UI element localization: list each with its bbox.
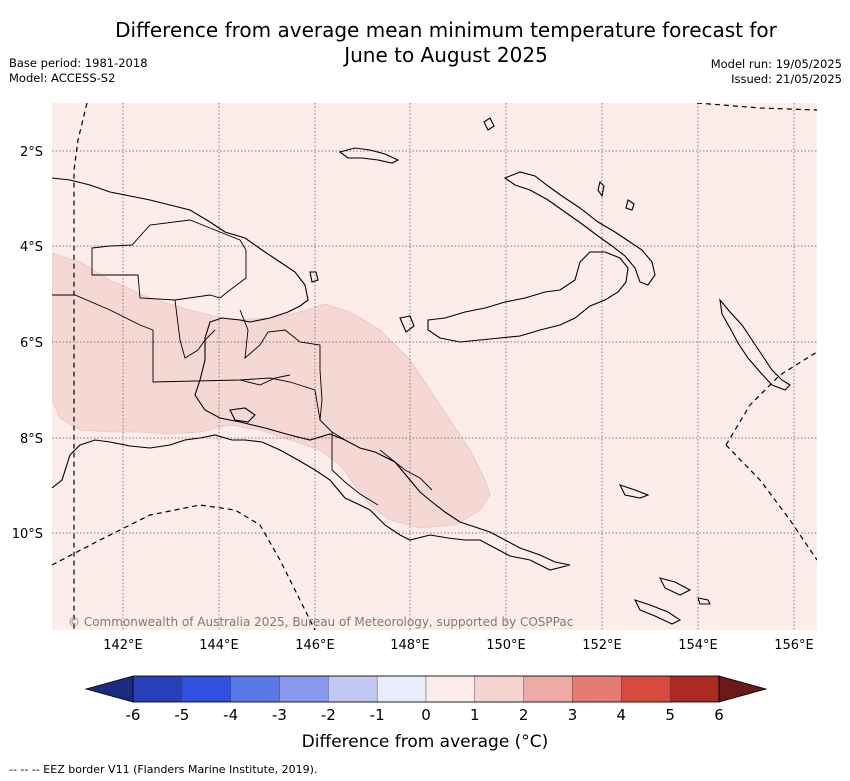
colorbar-swatch xyxy=(181,675,231,703)
colorbar-tick-label: -5 xyxy=(174,706,189,724)
colorbar-swatch xyxy=(328,675,378,703)
lon-label-148e: 148°E xyxy=(390,638,430,653)
eez-borders xyxy=(52,103,817,630)
map-panel: © Commonwealth of Australia 2025, Bureau… xyxy=(52,103,817,630)
province-borders xyxy=(52,219,433,506)
lon-label-154e: 154°E xyxy=(678,638,718,653)
lon-label-144e: 144°E xyxy=(199,638,239,653)
colorbar-swatch xyxy=(474,675,524,703)
new-britain-coast xyxy=(427,251,629,343)
eez-border-north xyxy=(696,103,817,111)
colorbar-swatch xyxy=(230,675,280,703)
colorbar-tick-label: -4 xyxy=(223,706,238,724)
meta-right: Model run: 19/05/2025 Issued: 21/05/2025 xyxy=(711,57,842,87)
eez-footnote: -- -- -- EEZ border V11 (Flanders Marine… xyxy=(9,763,318,776)
lat-label-6s: 6°S xyxy=(20,336,43,351)
eez-border-solomon-w xyxy=(725,351,817,446)
colorbar-swatch xyxy=(279,675,329,703)
colorbar-frame xyxy=(132,675,720,703)
title-line-2: June to August 2025 xyxy=(344,43,548,67)
border-sandaun-east-sepik xyxy=(91,219,247,301)
attribution-text: © Commonwealth of Australia 2025, Bureau… xyxy=(68,615,573,629)
border-central xyxy=(379,449,433,491)
colorbar-tick-label: 4 xyxy=(617,706,627,724)
issued-date: Issued: 21/05/2025 xyxy=(731,72,842,86)
lon-labels: 142°E 144°E 146°E 148°E 150°E 152°E 154°… xyxy=(103,638,814,653)
lat-label-8s: 8°S xyxy=(20,432,43,447)
model-run: Model run: 19/05/2025 xyxy=(710,57,842,71)
colorbar-swatch xyxy=(132,675,183,703)
border-highlands xyxy=(239,309,323,421)
colorbar: -6 -5 -4 -3 -2 -1 0 1 2 3 4 5 6 xyxy=(84,675,768,724)
colorbar-swatch xyxy=(669,675,720,703)
colorbar-tick-label: -3 xyxy=(272,706,287,724)
colorbar-tick-label: 2 xyxy=(519,706,529,724)
colorbar-title: Difference from average (°C) xyxy=(301,732,549,752)
colorbar-swatch xyxy=(621,675,671,703)
meta-left: Base period: 1981-2018 Model: ACCESS-S2 xyxy=(9,56,148,86)
bougainville-coast xyxy=(719,298,791,391)
colorbar-swatch xyxy=(376,675,427,703)
colorbar-tick-label: 0 xyxy=(421,706,431,724)
colorbar-tick-label: -1 xyxy=(370,706,385,724)
manus-island-coast xyxy=(338,147,400,164)
lon-label-152e: 152°E xyxy=(582,638,622,653)
border-gulf xyxy=(331,432,379,506)
lon-label-142e: 142°E xyxy=(103,638,143,653)
lon-label-146e: 146°E xyxy=(295,638,335,653)
colorbar-tick-label: 1 xyxy=(470,706,480,724)
lat-label-10s: 10°S xyxy=(12,527,43,542)
warmer-anomaly-region xyxy=(52,252,491,529)
colorbar-extend-low xyxy=(84,675,134,703)
border-enga xyxy=(174,299,216,359)
lat-label-2s: 2°S xyxy=(20,145,43,160)
chart-title: Difference from average mean minimum tem… xyxy=(60,18,832,68)
border-southern-highlands xyxy=(239,374,291,386)
new-guinea-coast xyxy=(52,177,571,571)
lat-labels: 2°S 4°S 6°S 8°S 10°S xyxy=(12,145,43,542)
model-name: Model: ACCESS-S2 xyxy=(9,71,116,85)
colorbar-tick-label: -2 xyxy=(321,706,336,724)
eez-border-west xyxy=(73,103,88,630)
lat-label-4s: 4°S xyxy=(20,240,43,255)
eez-border-south xyxy=(52,504,316,630)
colorbar-tick-label: 6 xyxy=(714,706,724,724)
colorbar-swatch xyxy=(572,675,622,703)
colorbar-extend-high xyxy=(718,675,768,703)
lon-label-156e: 156°E xyxy=(774,638,814,653)
colorbar-tick-label: -6 xyxy=(126,706,141,724)
base-period: Base period: 1981-2018 xyxy=(9,56,148,70)
colorbar-tick-label: 3 xyxy=(568,706,578,724)
new-ireland-coast xyxy=(503,171,656,286)
lon-label-150e: 150°E xyxy=(486,638,526,653)
islands-small xyxy=(229,117,711,625)
colorbar-swatch xyxy=(425,675,476,703)
eez-border-solomon-s xyxy=(725,444,817,561)
colorbar-tick-label: 5 xyxy=(665,706,675,724)
title-line-1: Difference from average mean minimum tem… xyxy=(115,18,777,42)
graticule xyxy=(52,103,817,630)
coastlines xyxy=(52,117,791,625)
colorbar-swatch xyxy=(523,675,573,703)
